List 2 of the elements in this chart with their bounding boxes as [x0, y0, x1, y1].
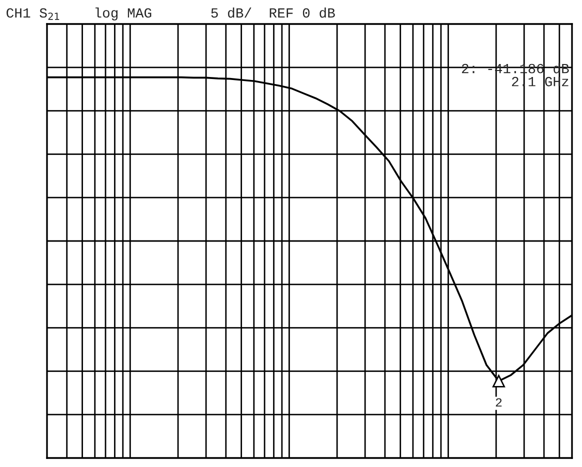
chart-title: CH1 S$_{21}$ log MAG 5 dB/ REF 0 dB [6, 7, 335, 20]
annotation: 2 [496, 398, 502, 407]
